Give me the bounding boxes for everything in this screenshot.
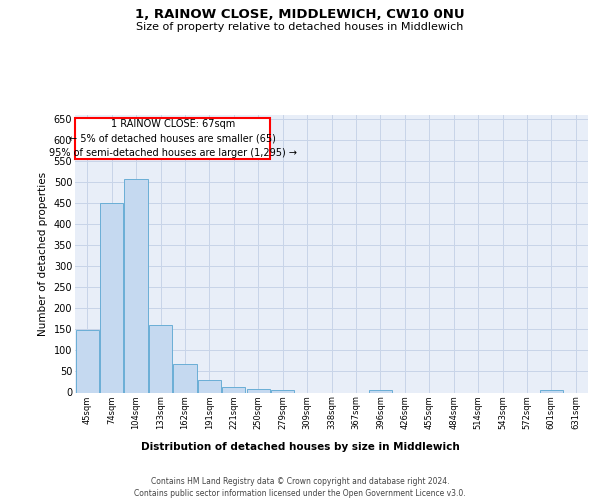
Y-axis label: Number of detached properties: Number of detached properties — [38, 172, 48, 336]
Bar — [198, 380, 221, 392]
Bar — [222, 386, 245, 392]
Bar — [76, 118, 270, 159]
Text: 1 RAINOW CLOSE: 67sqm
← 5% of detached houses are smaller (65)
95% of semi-detac: 1 RAINOW CLOSE: 67sqm ← 5% of detached h… — [49, 118, 297, 158]
Text: Contains HM Land Registry data © Crown copyright and database right 2024.: Contains HM Land Registry data © Crown c… — [151, 478, 449, 486]
Text: Contains public sector information licensed under the Open Government Licence v3: Contains public sector information licen… — [134, 489, 466, 498]
Text: Size of property relative to detached houses in Middlewich: Size of property relative to detached ho… — [136, 22, 464, 32]
Bar — [76, 330, 99, 392]
Bar — [247, 388, 270, 392]
Bar — [149, 325, 172, 392]
Bar — [100, 204, 123, 392]
Text: Distribution of detached houses by size in Middlewich: Distribution of detached houses by size … — [140, 442, 460, 452]
Bar — [540, 390, 563, 392]
Text: 1, RAINOW CLOSE, MIDDLEWICH, CW10 0NU: 1, RAINOW CLOSE, MIDDLEWICH, CW10 0NU — [135, 8, 465, 20]
Bar — [173, 364, 197, 392]
Bar — [369, 390, 392, 392]
Bar — [271, 390, 294, 392]
Bar — [124, 180, 148, 392]
